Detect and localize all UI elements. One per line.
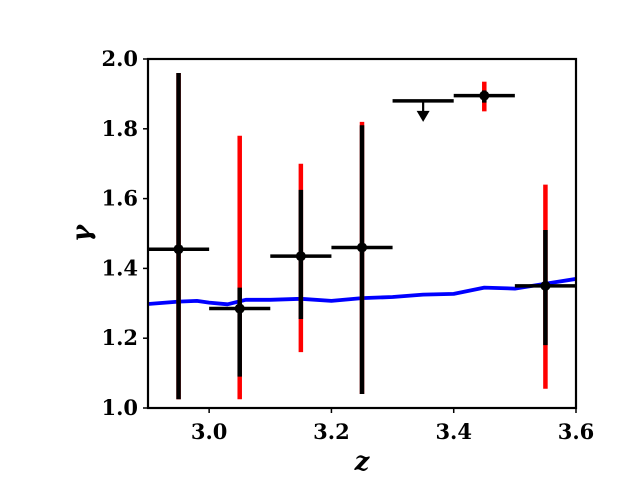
x-axis-label: z xyxy=(354,447,371,477)
point-marker xyxy=(173,244,184,255)
point-marker xyxy=(540,280,551,291)
upper-limit-1 xyxy=(392,99,454,122)
data-point-6 xyxy=(514,184,576,389)
plot-area xyxy=(148,72,576,400)
data-point-5 xyxy=(453,81,515,112)
point-marker xyxy=(357,242,367,253)
y-tick-label: 1.8 xyxy=(101,116,138,141)
plot-frame xyxy=(146,57,578,410)
y-tick-label: 1.4 xyxy=(101,255,138,280)
y-axis-label: γ xyxy=(67,223,97,242)
x-tick-label: 3.6 xyxy=(558,419,595,444)
x-tick-label: 3.4 xyxy=(435,419,472,444)
data-point-1 xyxy=(148,72,210,400)
point-marker xyxy=(234,303,245,314)
x-tick-label: 3.2 xyxy=(313,419,350,444)
axis-ticks: 3.0 3.2 3.4 3.6 1.0 1.2 1.4 1.6 1.8 2.0 xyxy=(101,46,594,444)
upper-limit-arrow-head xyxy=(416,110,430,122)
y-tick-label: 1.2 xyxy=(101,325,138,350)
point-marker xyxy=(295,251,306,262)
data-point-3 xyxy=(270,163,332,353)
y-tick-label: 2.0 xyxy=(101,46,138,71)
y-tick-label: 1.0 xyxy=(101,395,138,420)
y-tick-label: 1.6 xyxy=(101,186,138,211)
data-point-2 xyxy=(209,135,271,400)
model-line xyxy=(148,277,576,307)
x-tick-label: 3.0 xyxy=(191,419,228,444)
point-marker xyxy=(479,90,490,101)
data-point-4 xyxy=(331,121,393,395)
